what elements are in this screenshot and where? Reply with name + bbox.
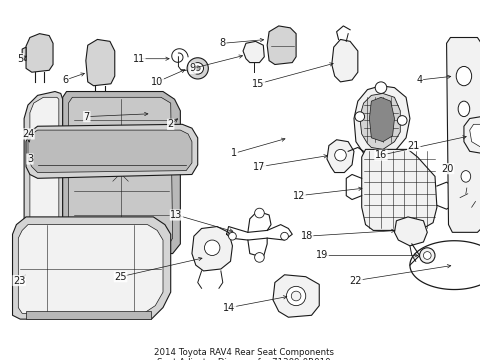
Polygon shape [394, 217, 427, 246]
Polygon shape [86, 40, 115, 86]
Text: 17: 17 [253, 162, 265, 172]
Text: 8: 8 [219, 38, 225, 48]
Text: 2: 2 [167, 119, 173, 129]
Text: 21: 21 [407, 140, 419, 150]
Polygon shape [13, 217, 170, 319]
Ellipse shape [291, 291, 300, 301]
Polygon shape [266, 26, 296, 64]
Polygon shape [68, 97, 172, 248]
Polygon shape [331, 40, 357, 82]
Text: 19: 19 [315, 251, 327, 261]
Text: 22: 22 [349, 275, 362, 285]
Polygon shape [272, 275, 319, 317]
Text: 20: 20 [441, 164, 453, 174]
Text: 15: 15 [252, 79, 264, 89]
Ellipse shape [191, 63, 203, 74]
Polygon shape [22, 47, 26, 60]
Ellipse shape [195, 66, 200, 71]
Polygon shape [359, 94, 400, 149]
Text: 3: 3 [27, 154, 33, 164]
Polygon shape [469, 124, 486, 148]
Polygon shape [30, 97, 59, 252]
Ellipse shape [460, 171, 470, 182]
Text: 16: 16 [374, 150, 386, 160]
Ellipse shape [397, 116, 406, 125]
Text: 5: 5 [17, 54, 23, 64]
Text: 9: 9 [189, 63, 196, 73]
Ellipse shape [334, 149, 346, 161]
Text: 1: 1 [231, 148, 237, 158]
Polygon shape [18, 225, 163, 313]
Text: 18: 18 [300, 231, 312, 241]
Ellipse shape [423, 252, 430, 259]
Polygon shape [446, 37, 480, 232]
Text: 2014 Toyota RAV4 Rear Seat Components
Seat Adjuster Diagram for 71309-0R010: 2014 Toyota RAV4 Rear Seat Components Se… [154, 348, 333, 360]
Text: 7: 7 [83, 112, 90, 122]
Polygon shape [62, 91, 180, 253]
Ellipse shape [374, 82, 386, 94]
Ellipse shape [254, 253, 264, 262]
Ellipse shape [187, 58, 208, 79]
Polygon shape [463, 117, 488, 153]
Polygon shape [353, 86, 409, 155]
Ellipse shape [204, 240, 220, 256]
Text: 4: 4 [416, 75, 422, 85]
Text: 13: 13 [170, 210, 182, 220]
Polygon shape [326, 140, 353, 172]
Ellipse shape [457, 101, 469, 117]
Text: 12: 12 [292, 191, 305, 201]
Polygon shape [28, 130, 191, 172]
Text: 11: 11 [132, 54, 145, 64]
Polygon shape [26, 33, 53, 72]
Ellipse shape [354, 112, 364, 121]
Polygon shape [26, 124, 197, 178]
Ellipse shape [455, 67, 471, 86]
Text: 10: 10 [151, 77, 163, 87]
Ellipse shape [280, 232, 288, 240]
Text: 24: 24 [22, 129, 34, 139]
Text: 25: 25 [114, 272, 126, 282]
Ellipse shape [254, 208, 264, 218]
Text: 6: 6 [62, 75, 68, 85]
Text: 23: 23 [13, 275, 25, 285]
Ellipse shape [286, 286, 305, 306]
Polygon shape [191, 226, 232, 271]
Polygon shape [243, 41, 264, 63]
Text: 14: 14 [223, 302, 235, 312]
Polygon shape [361, 149, 436, 230]
Polygon shape [24, 91, 62, 257]
Ellipse shape [419, 248, 434, 263]
Ellipse shape [228, 232, 236, 240]
Polygon shape [368, 97, 394, 142]
Polygon shape [26, 311, 151, 319]
